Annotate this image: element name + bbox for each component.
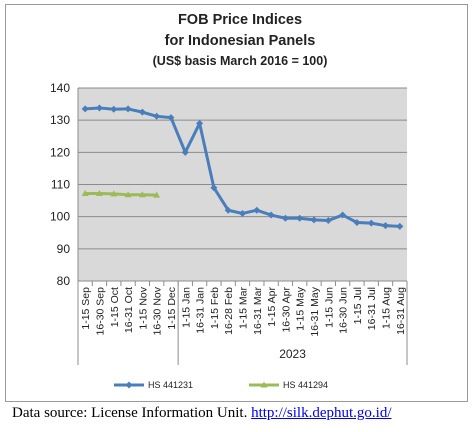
data-point — [224, 206, 232, 214]
data-source-text: Data source: License Information Unit. — [12, 405, 252, 421]
data-point — [124, 105, 132, 113]
data-point — [138, 191, 146, 198]
data-point — [110, 190, 118, 197]
data-point — [81, 105, 89, 113]
y-tick-label: 100 — [50, 210, 70, 224]
data-point — [324, 217, 332, 225]
data-point — [110, 105, 118, 113]
x-tick-label: 16-30 Sep — [94, 287, 106, 336]
x-tick-label: 1-15 Dec — [166, 287, 178, 330]
y-tick-label: 110 — [51, 178, 70, 192]
data-source-note: Data source: License Information Unit. h… — [12, 405, 392, 422]
data-source-link[interactable]: http://silk.dephut.go.id/ — [251, 405, 392, 421]
chart-frame: FOB Price Indices for Indonesian Panels (U… — [5, 4, 468, 402]
x-tick-label: 16-31 Aug — [395, 287, 407, 335]
data-point — [253, 206, 261, 214]
x-tick-label: 16-31 Jul — [366, 287, 378, 330]
y-tick-label: 130 — [50, 113, 70, 127]
x-tick-label: 16-31 Mar — [252, 287, 264, 335]
series-line-2 — [85, 192, 157, 197]
x-tick-label: 1-15 Sep — [80, 287, 92, 330]
chart-title-line-3: (US$ basis March 2016 = 100) — [153, 54, 328, 68]
data-point — [210, 184, 218, 192]
data-point — [310, 216, 318, 224]
data-point — [95, 104, 103, 112]
data-point — [95, 190, 103, 197]
data-point — [367, 219, 375, 227]
x-group-label: 2023 — [279, 347, 306, 361]
legend-label-2: HS 441294 — [283, 380, 328, 390]
data-point — [181, 148, 189, 156]
data-point — [382, 222, 390, 230]
x-tick-label: 1-15 May — [295, 286, 307, 331]
data-point — [81, 190, 89, 197]
x-tick-label: 1-15 Feb — [209, 287, 221, 329]
x-tick-label: 1-15 Jul — [352, 287, 364, 324]
x-tick-label: 16-31 Jan — [195, 287, 207, 334]
x-tick-label: 16-31 Oct — [123, 287, 135, 333]
x-tick-label: 1-15 Oct — [109, 287, 121, 327]
x-tick-label: 16-28 Feb — [223, 287, 235, 335]
y-tick-label: 140 — [50, 81, 70, 95]
data-point — [396, 222, 404, 230]
data-point — [167, 114, 175, 122]
legend-label-1: HS 441231 — [148, 380, 193, 390]
y-tick-label: 80 — [57, 274, 71, 288]
legend-marker — [260, 381, 268, 388]
data-point — [353, 218, 361, 226]
x-tick-label: 16-30 Jun — [338, 287, 350, 334]
x-tick-label: 16-31 May — [309, 286, 321, 336]
x-tick-label: 1-15 Mar — [238, 286, 250, 329]
data-point — [153, 112, 161, 120]
data-point — [267, 211, 275, 219]
data-point — [138, 108, 146, 116]
x-tick-label: 16-30 Nov — [152, 286, 164, 335]
x-tick-label: 1-15 Aug — [381, 287, 393, 329]
y-tick-label: 90 — [57, 242, 71, 256]
y-tick-label: 120 — [50, 145, 70, 159]
legend-marker — [125, 381, 133, 389]
data-point — [196, 119, 204, 127]
chart-title-line-1: FOB Price Indices — [178, 12, 302, 28]
data-point — [296, 214, 304, 222]
data-point — [339, 211, 347, 219]
x-tick-label: 1-15 Nov — [137, 286, 149, 329]
data-point — [124, 191, 132, 198]
data-point — [153, 191, 161, 198]
x-tick-label: 16-30 Apr — [280, 287, 292, 333]
line-chart: FOB Price Indices for Indonesian Panels (U… — [50, 12, 408, 390]
data-point — [281, 214, 289, 222]
chart-title-line-2: for Indonesian Panels — [165, 33, 316, 49]
x-tick-label: 1-15 Apr — [266, 287, 278, 327]
x-tick-label: 1-15 Jun — [323, 287, 335, 328]
data-point — [239, 209, 246, 217]
x-tick-label: 1-15 Jan — [180, 287, 192, 328]
